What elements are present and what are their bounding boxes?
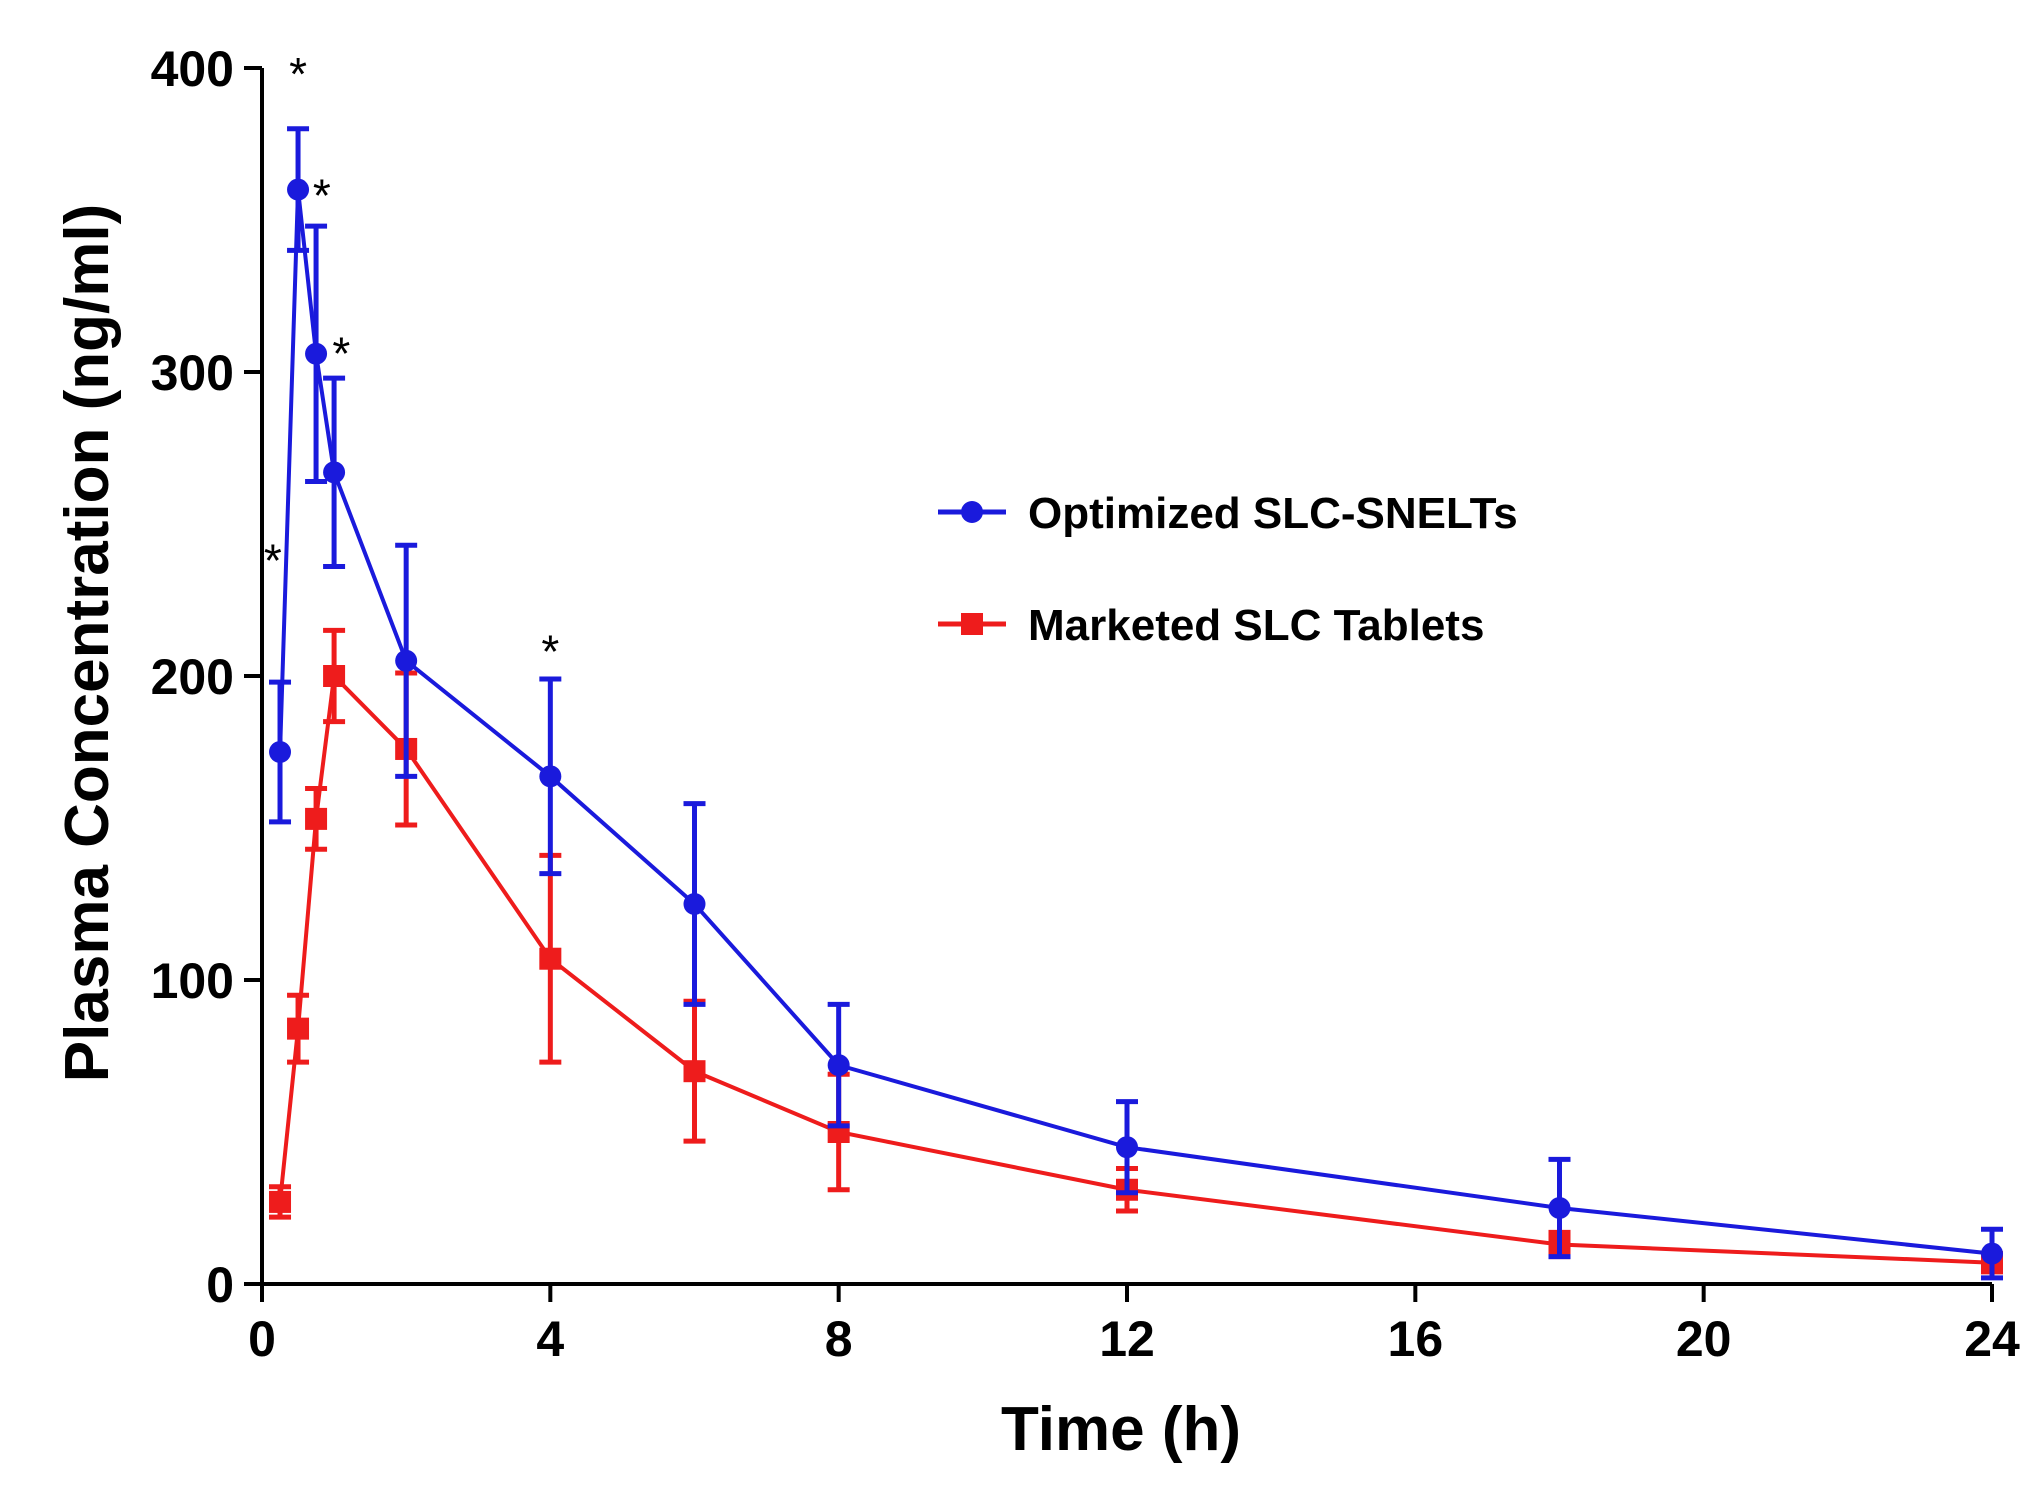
significance-asterisk: * bbox=[332, 328, 350, 380]
axis-titles: Time (h) Plasma Concentration (ng/ml) bbox=[53, 204, 1241, 1464]
legend-marker bbox=[961, 501, 983, 523]
data-point bbox=[1116, 1136, 1138, 1159]
significance-asterisk: * bbox=[264, 534, 282, 586]
series-optimized-slc-snelts bbox=[269, 126, 2003, 1281]
significance-annotations: * * * * * bbox=[264, 48, 560, 678]
data-point bbox=[269, 741, 292, 763]
x-tick-label: 16 bbox=[1388, 1311, 1444, 1367]
x-tick-label: 20 bbox=[1676, 1311, 1732, 1367]
data-point bbox=[269, 1190, 292, 1213]
y-tick-label: 200 bbox=[151, 649, 234, 705]
axes bbox=[244, 66, 1994, 1302]
data-point bbox=[539, 765, 562, 788]
legend-label: Marketed SLC Tablets bbox=[1028, 601, 1484, 650]
y-tick-label: 100 bbox=[151, 953, 234, 1009]
data-point bbox=[305, 342, 328, 365]
legend-marker bbox=[961, 613, 983, 635]
significance-asterisk: * bbox=[313, 170, 331, 222]
data-point bbox=[683, 893, 706, 915]
y-tick-label: 400 bbox=[151, 41, 234, 97]
x-tick-label: 0 bbox=[248, 1311, 276, 1367]
legend-label: Optimized SLC-SNELTs bbox=[1028, 489, 1518, 538]
legend-entry: Marketed SLC Tablets bbox=[938, 601, 1484, 650]
series-marketed-slc-tablets bbox=[269, 627, 2003, 1275]
data-point bbox=[1548, 1197, 1571, 1219]
x-tick-label: 24 bbox=[1964, 1311, 2020, 1367]
x-tick-label: 4 bbox=[536, 1311, 564, 1367]
x-tick-label: 8 bbox=[825, 1311, 853, 1367]
y-axis-title: Plasma Concentration (ng/ml) bbox=[53, 204, 122, 1082]
data-point bbox=[287, 178, 310, 201]
data-point bbox=[305, 807, 328, 830]
data-point bbox=[683, 1060, 706, 1083]
legend-entry: Optimized SLC-SNELTs bbox=[938, 489, 1518, 538]
y-tick-label: 0 bbox=[206, 1257, 234, 1313]
data-point bbox=[395, 649, 418, 672]
significance-asterisk: * bbox=[541, 626, 559, 678]
data-point bbox=[323, 461, 346, 484]
data-point bbox=[287, 1017, 310, 1040]
x-tick-label: 12 bbox=[1099, 1311, 1155, 1367]
y-tick-label: 300 bbox=[151, 345, 234, 401]
data-point bbox=[1981, 1242, 2003, 1265]
legend: Optimized SLC-SNELTs Marketed SLC Tablets bbox=[938, 489, 1518, 650]
series-group bbox=[269, 126, 2003, 1281]
significance-asterisk: * bbox=[289, 48, 307, 100]
x-axis-title: Time (h) bbox=[1001, 1395, 1241, 1464]
data-point bbox=[323, 665, 346, 687]
tick-labels: 0 100 200 300 400 0 4 8 12 16 20 24 bbox=[151, 41, 2020, 1367]
data-point bbox=[539, 947, 562, 970]
series-line bbox=[278, 189, 1993, 1256]
data-point bbox=[827, 1054, 850, 1077]
